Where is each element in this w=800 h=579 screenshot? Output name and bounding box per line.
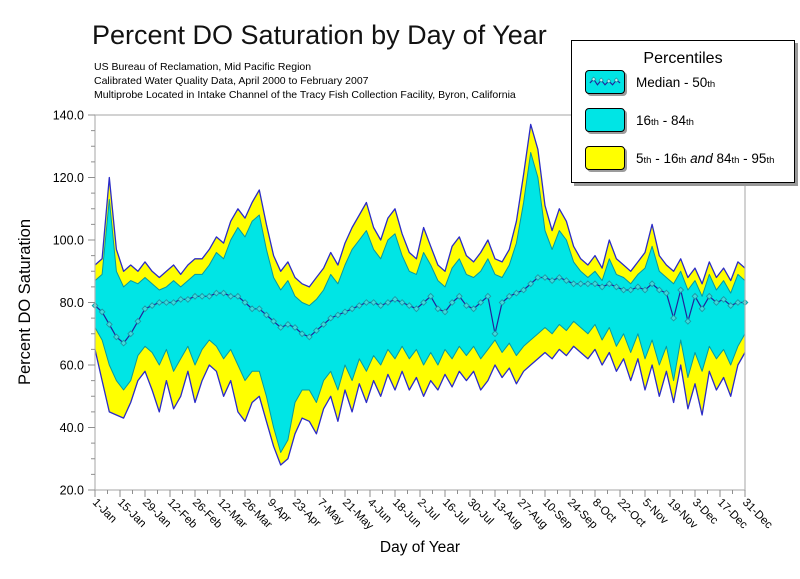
- x-axis-title: Day of Year: [380, 539, 460, 556]
- legend-item-label: Median - 50th: [636, 75, 715, 90]
- legend-label-segment: and: [690, 150, 713, 166]
- y-tick-label: 80.0: [60, 296, 84, 310]
- chart-subtitle: US Bureau of Reclamation, Mid Pacific Re…: [94, 60, 516, 102]
- legend-title: Percentiles: [643, 50, 723, 67]
- legend-label-segment: th: [678, 154, 687, 166]
- legend-item-label: 5th - 16th and 84th - 95th: [636, 151, 774, 166]
- page-title: Percent DO Saturation by Day of Year: [92, 20, 547, 50]
- legend-label-segment: - 95: [739, 150, 767, 166]
- legend-label-segment: th: [766, 154, 775, 166]
- legend-label-segment: th: [731, 154, 740, 166]
- legend-label-segment: - 16: [651, 150, 679, 166]
- legend-box: Percentiles Median - 50th 16th - 84th: [571, 40, 795, 183]
- y-tick-label: 20.0: [60, 484, 84, 498]
- band-16-84-swatch-icon: [585, 108, 625, 132]
- legend-label-segment: th: [651, 116, 659, 128]
- y-tick-label: 120.0: [53, 171, 84, 185]
- y-axis: 20.0 40.0 60.0 80.0 100.0 120.0 140.0: [53, 109, 95, 498]
- legend-item-5-95: 5th - 16th and 84th - 95th: [585, 146, 774, 170]
- x-axis: 1-Jan15-Jan29-Jan12-Feb26-Feb12-Mar26-Ma…: [90, 490, 775, 532]
- legend-label-segment: 5: [636, 150, 644, 166]
- legend-label-segment: 16: [636, 112, 652, 128]
- median-swatch-icon: [585, 70, 625, 94]
- x-tick-label: 16-Jul: [440, 497, 471, 528]
- p5-line: [94, 345, 746, 466]
- y-tick-label: 100.0: [53, 234, 84, 248]
- legend-label-segment: 84: [712, 150, 732, 166]
- legend-item-label: 16th - 84th: [636, 113, 694, 128]
- legend-label-segment: - 84: [658, 112, 686, 128]
- y-tick-label: 40.0: [60, 421, 84, 435]
- subtitle-line: Multiprobe Located in Intake Channel of …: [94, 89, 516, 101]
- legend-label-segment: th: [707, 78, 716, 90]
- y-axis-title: Percent DO Saturation: [16, 219, 34, 385]
- legend-item-median: Median - 50th: [585, 70, 715, 94]
- subtitle-line: US Bureau of Reclamation, Mid Pacific Re…: [94, 61, 312, 73]
- median-wavy-line-icon: [589, 76, 621, 86]
- y-tick-label: 60.0: [60, 359, 84, 373]
- legend-item-16-84: 16th - 84th: [585, 108, 694, 132]
- subtitle-line: Calibrated Water Quality Data, April 200…: [94, 75, 369, 87]
- legend-label-segment: Median - 50: [636, 74, 708, 90]
- x-tick-label: 1-Jan: [90, 497, 119, 526]
- p95-line: [94, 123, 746, 288]
- legend-label-segment: th: [643, 154, 652, 166]
- legend-label-segment: th: [685, 116, 694, 128]
- y-tick-label: 140.0: [53, 109, 84, 123]
- x-tick-label: 30-Jul: [465, 497, 496, 528]
- band-5-95-swatch-icon: [585, 146, 625, 170]
